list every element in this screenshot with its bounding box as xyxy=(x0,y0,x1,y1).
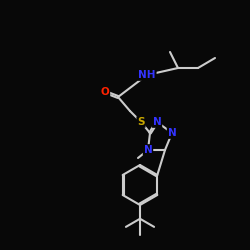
Text: O: O xyxy=(100,87,110,97)
Text: N: N xyxy=(144,145,152,155)
Text: N: N xyxy=(152,117,162,127)
Text: NH: NH xyxy=(138,70,156,80)
Text: N: N xyxy=(168,128,176,138)
Text: S: S xyxy=(137,117,145,127)
